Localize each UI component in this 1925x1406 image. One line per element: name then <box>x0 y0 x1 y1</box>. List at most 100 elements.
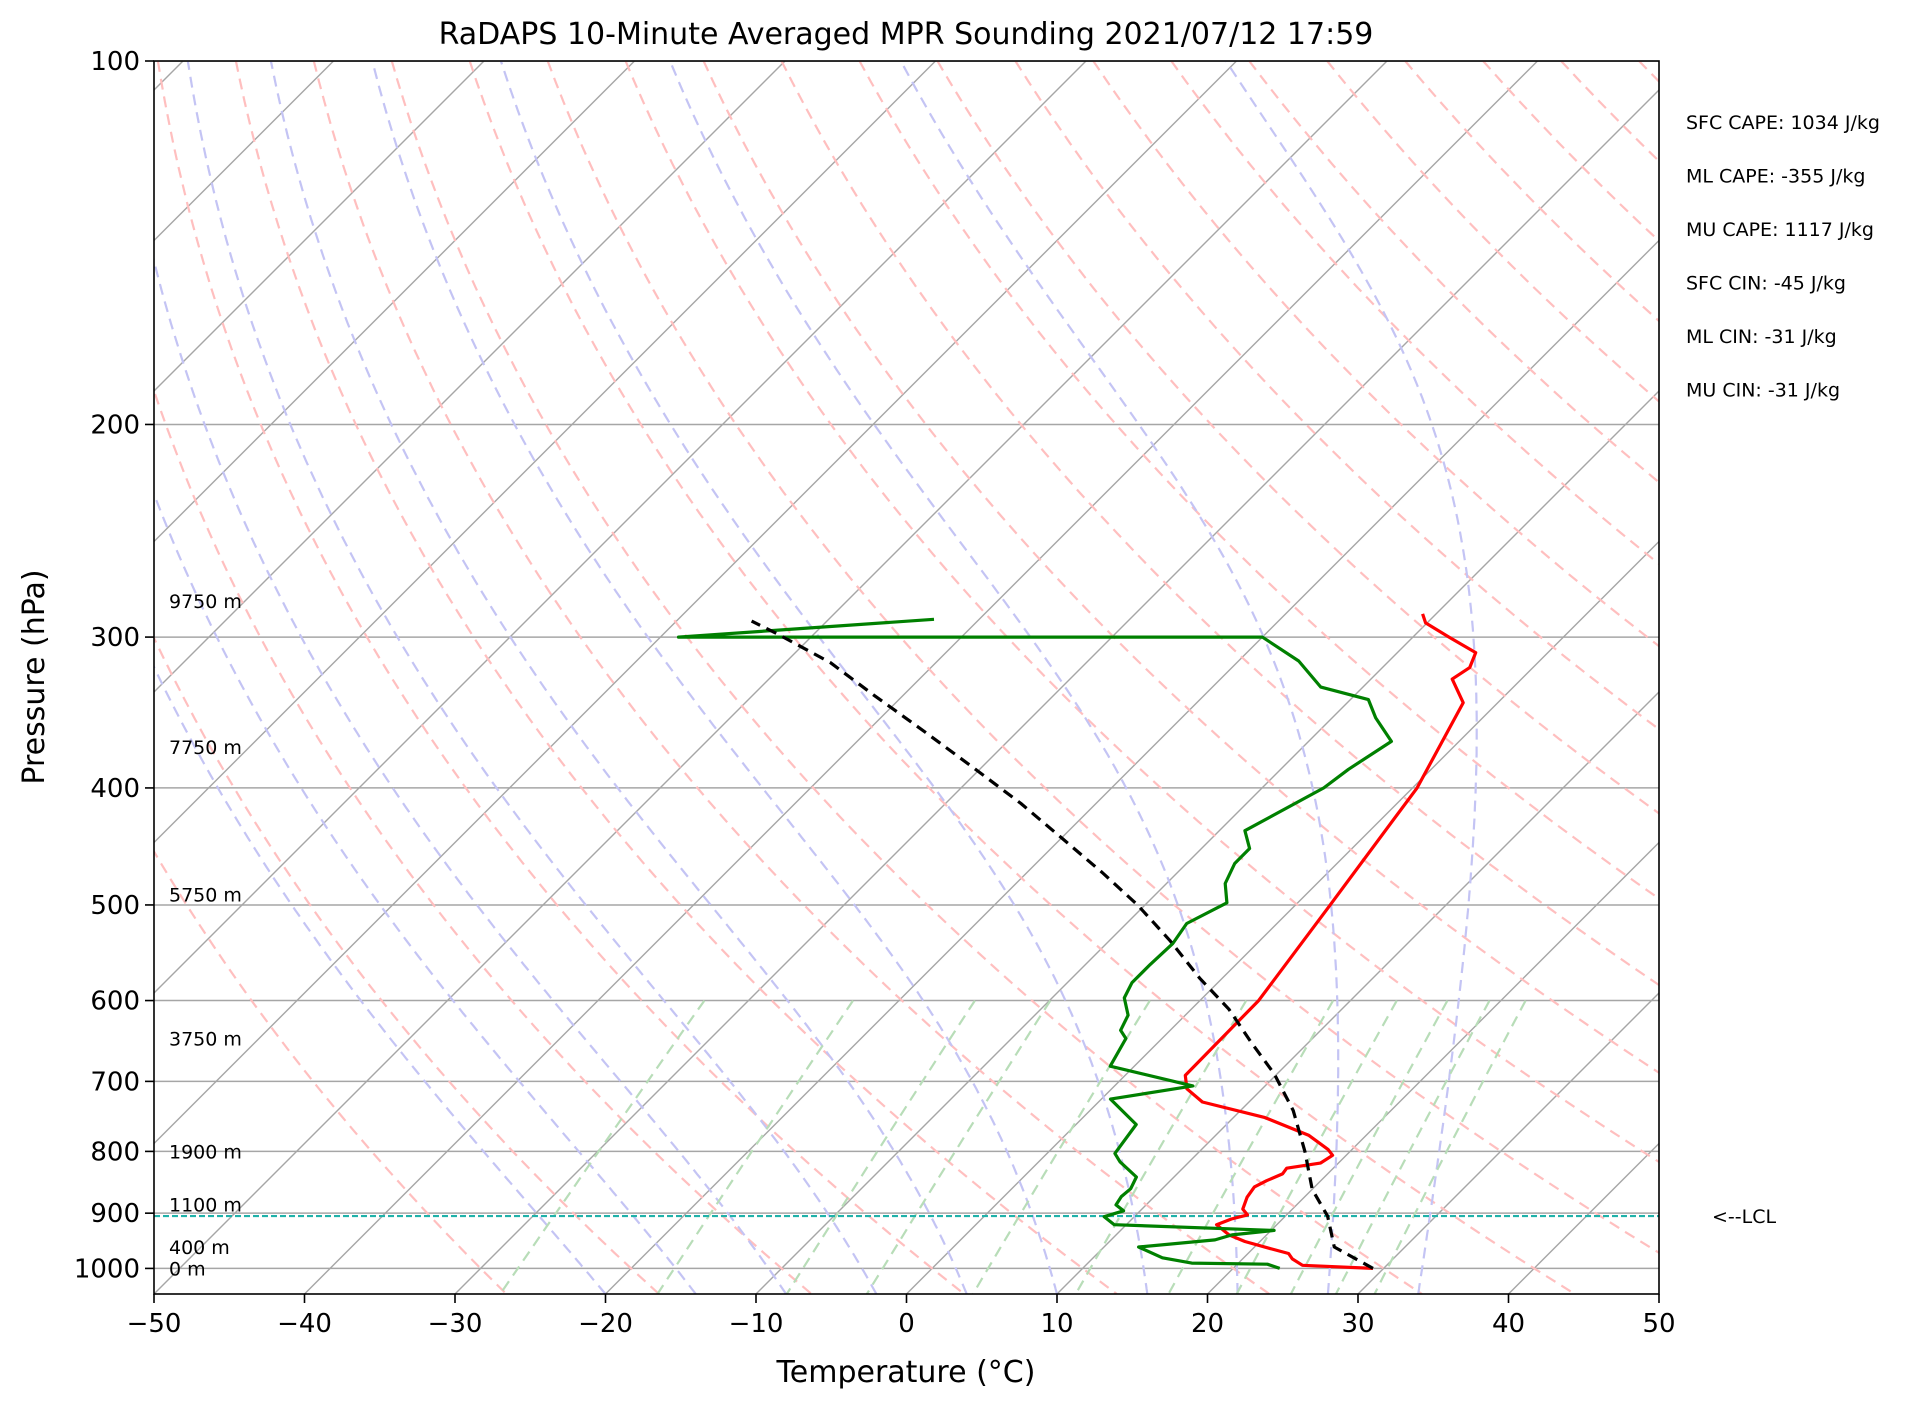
x-tick-label: 20 <box>1191 1309 1224 1339</box>
isotherm-line <box>1056 691 1659 1294</box>
y-tick-label: 100 <box>90 47 140 77</box>
height-label: 1900 m <box>169 1141 242 1163</box>
isotherm-line <box>605 239 1659 1294</box>
dewpoint-line <box>676 617 1393 1270</box>
dry-adiabat-line <box>1092 61 1659 648</box>
x-tick-label: −20 <box>578 1309 633 1339</box>
height-label: 1100 m <box>169 1194 242 1216</box>
isotherm-line <box>1508 1142 1659 1294</box>
background-lines <box>154 61 1925 1294</box>
y-tick-label: 300 <box>90 623 140 653</box>
data-lines <box>154 613 1659 1270</box>
x-tick-label: −40 <box>277 1309 332 1339</box>
dry-adiabat-line <box>1170 61 1659 566</box>
height-label: 0 m <box>169 1258 206 1280</box>
moist-adiabat-line <box>154 491 697 1294</box>
isotherm-line <box>906 540 1659 1294</box>
stat-line: ML CIN: -31 J/kg <box>1686 326 1837 348</box>
moist-adiabat-line <box>269 61 968 1294</box>
dry-adiabat-line <box>154 387 813 1294</box>
stat-line: SFC CAPE: 1034 J/kg <box>1686 112 1880 134</box>
isotherm-line <box>1658 1293 1659 1294</box>
isotherm-line <box>1207 841 1659 1294</box>
x-tick-label: −30 <box>428 1309 483 1339</box>
y-tick-label: 500 <box>90 891 140 921</box>
moist-adiabat-line <box>371 61 1059 1294</box>
height-label: 5750 m <box>169 884 242 906</box>
height-labels: 9750 m 7750 m 5750 m 3750 m 1900 m 1100 m 400 … <box>169 591 242 1281</box>
dry-adiabat-line <box>1014 61 1659 731</box>
x-tick-label: 50 <box>1642 1309 1675 1339</box>
mixing-ratio-line <box>1167 1000 1335 1294</box>
dry-adiabat-line <box>1482 61 1659 243</box>
x-tick-label: −50 <box>127 1309 182 1339</box>
height-label: 3750 m <box>169 1028 242 1050</box>
mixing-ratio-line <box>656 999 854 1294</box>
moist-adiabat-line <box>668 61 1239 1294</box>
mixing-ratio-line <box>1074 1000 1248 1294</box>
stats-panel: SFC CAPE: 1034 J/kg ML CAPE: -355 J/kg MU … <box>1686 112 1880 402</box>
y-tick-label: 400 <box>90 774 140 804</box>
isotherm-line <box>154 61 1388 1294</box>
moist-adiabat-line <box>186 61 878 1294</box>
dry-adiabat-line <box>1717 61 1925 1294</box>
y-tick-label: 1000 <box>74 1254 140 1284</box>
x-axis-label: Temperature (°C) <box>776 1355 1036 1390</box>
dry-adiabat-line <box>154 635 660 1294</box>
height-label: 7750 m <box>169 737 242 759</box>
dry-adiabat-line <box>780 61 1659 987</box>
dry-adiabat-line <box>858 61 1659 900</box>
dry-adiabat-line <box>468 61 1576 1294</box>
moist-adiabat-line <box>154 256 788 1294</box>
dry-adiabat-line <box>546 61 1659 1255</box>
y-tick-label: 200 <box>90 410 140 440</box>
isotherm-line <box>154 61 786 693</box>
dry-adiabat-line <box>936 61 1659 815</box>
moist-adiabat-line <box>1224 61 1478 1294</box>
temperature-line <box>1183 613 1478 1270</box>
stat-line: MU CAPE: 1117 J/kg <box>1686 219 1874 241</box>
isotherm-line <box>154 61 635 543</box>
y-tick-label: 700 <box>90 1067 140 1097</box>
isotherm-line <box>755 390 1659 1294</box>
dry-adiabat-line <box>234 61 1118 1294</box>
isotherm-line <box>1357 992 1659 1294</box>
height-label: 9750 m <box>169 591 242 613</box>
dry-adiabat-line <box>1248 61 1659 484</box>
isotherm-line <box>304 61 1538 1294</box>
isotherm-line <box>454 89 1659 1294</box>
dry-adiabat-line <box>1326 61 1659 403</box>
isotherm-line <box>154 61 1237 1145</box>
stat-line: ML CAPE: -355 J/kg <box>1686 166 1865 188</box>
stat-line: MU CIN: -31 J/kg <box>1686 380 1840 402</box>
moist-adiabat-line <box>499 61 1149 1294</box>
dry-adiabat-line <box>1560 61 1659 163</box>
plot-frame <box>153 60 1660 1295</box>
x-tick-label: 0 <box>898 1309 915 1339</box>
mixing-ratio-line <box>865 1000 1052 1294</box>
mixing-ratio-line <box>1373 1000 1527 1294</box>
isotherm-line <box>154 61 936 844</box>
dry-adiabat-line <box>1638 61 1659 84</box>
x-tick-label: −10 <box>729 1309 784 1339</box>
moist-adiabat-line <box>899 61 1340 1294</box>
dry-adiabat-line <box>156 61 965 1294</box>
stat-line: SFC CIN: -45 J/kg <box>1686 273 1846 295</box>
lcl-label: <--LCL <box>1712 1206 1776 1228</box>
x-tick-label: 30 <box>1341 1309 1374 1339</box>
dry-adiabat-line <box>1404 61 1659 323</box>
dry-adiabat-line <box>624 61 1659 1164</box>
mixing-ratio-line <box>1235 1000 1398 1294</box>
isotherm-line <box>1810 61 1925 1294</box>
y-tick-label: 800 <box>90 1137 140 1167</box>
parcel-path-line <box>750 619 1374 1270</box>
dry-adiabat-line <box>154 849 508 1294</box>
y-axis-label: Pressure (hPa) <box>17 569 52 784</box>
height-label: 400 m <box>169 1237 230 1259</box>
isotherm-line <box>154 61 1087 994</box>
dry-adiabat-line <box>312 61 1271 1294</box>
y-tick-label: 600 <box>90 987 140 1017</box>
x-tick-label: 40 <box>1492 1309 1525 1339</box>
